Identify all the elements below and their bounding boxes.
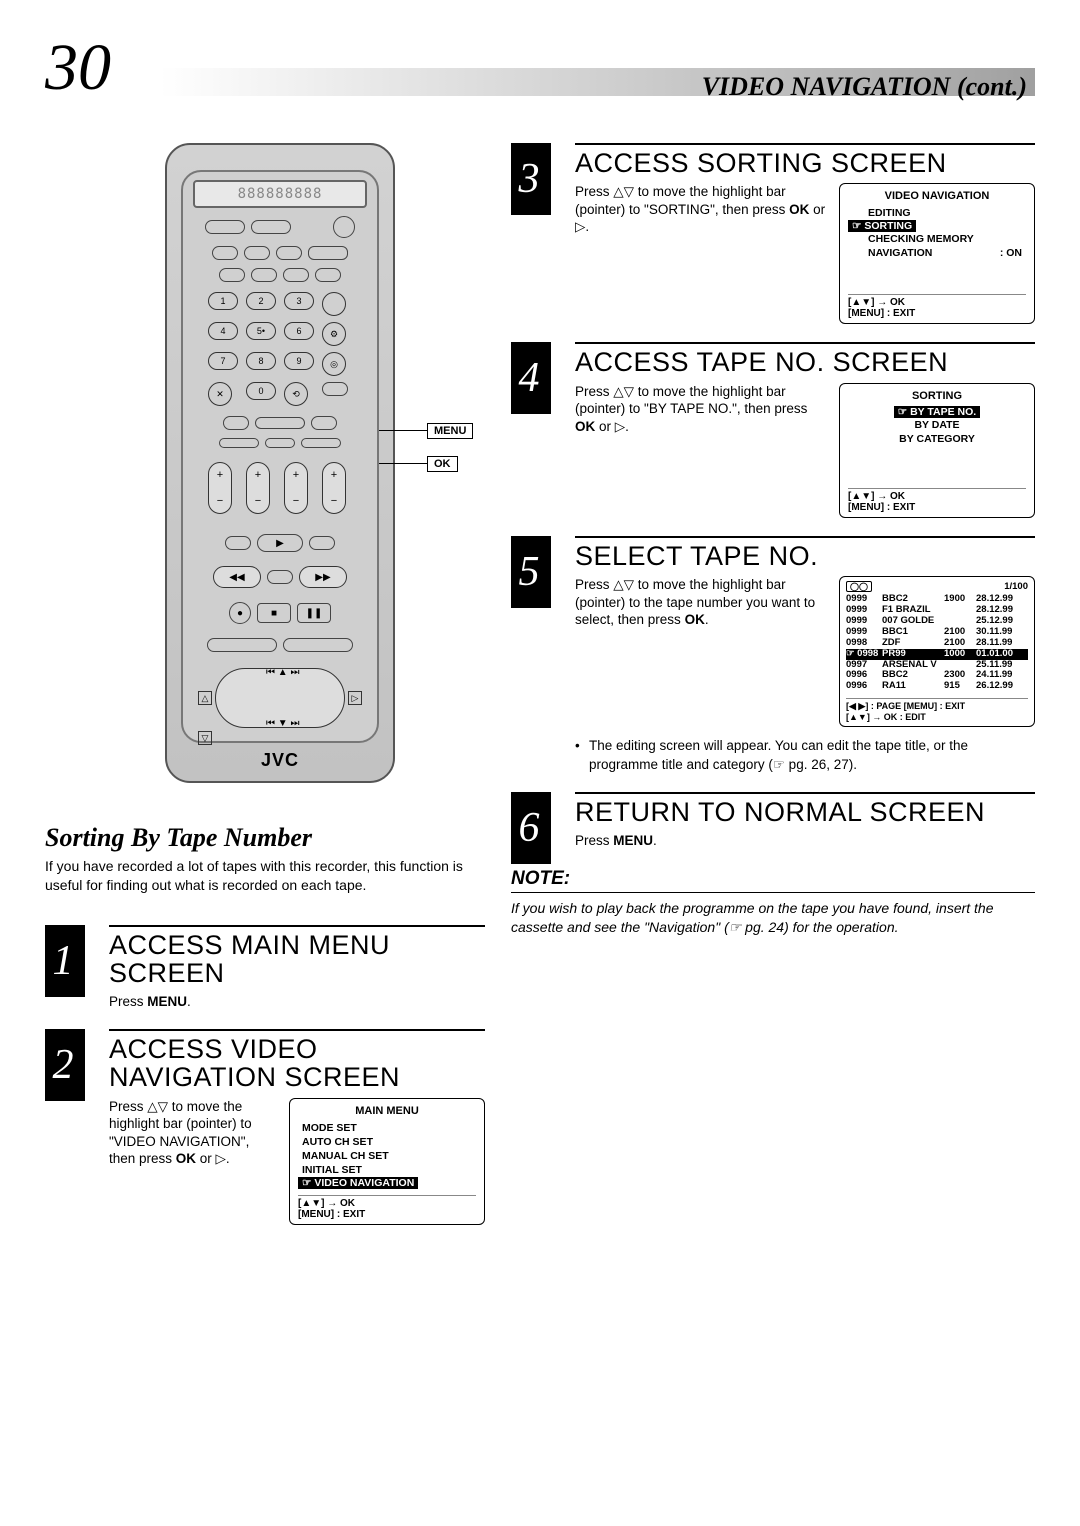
step-number: 6 <box>511 792 551 864</box>
step-4: 4 ACCESS TAPE NO. SCREEN Press △▽ to mov… <box>511 342 1035 517</box>
page-header: 30 VIDEO NAVIGATION (cont.) <box>45 40 1035 88</box>
step-body: Press △▽ to move the highlight bar (poin… <box>575 576 827 629</box>
step-body: Press △▽ to move the highlight bar (poin… <box>575 183 827 236</box>
step-title: ACCESS SORTING SCREEN <box>575 149 1035 177</box>
step-2: 2 ACCESS VIDEO NAVIGATION SCREEN Press △… <box>45 1029 485 1225</box>
step-number: 2 <box>45 1029 85 1101</box>
remote-lcd: 888888888 <box>193 180 367 208</box>
osd-main-menu: MAIN MENU MODE SET AUTO CH SET MANUAL CH… <box>289 1098 485 1225</box>
step-number: 4 <box>511 342 551 414</box>
step-title: ACCESS VIDEO NAVIGATION SCREEN <box>109 1035 485 1092</box>
step-6: 6 RETURN TO NORMAL SCREEN Press MENU. <box>511 792 1035 850</box>
section-intro: If you have recorded a lot of tapes with… <box>45 857 485 895</box>
osd-sorting: SORTING ☞ BY TAPE NO. BY DATE BY CATEGOR… <box>839 383 1035 518</box>
page-number: 30 <box>45 30 111 106</box>
callout-ok: OK <box>427 456 458 472</box>
osd-tape-list: ◯◯ 1/100 0999BBC2190028.12.990999F1 BRAZ… <box>839 576 1035 727</box>
note-body: If you wish to play back the programme o… <box>511 899 1035 937</box>
step-number: 5 <box>511 536 551 608</box>
osd-video-nav: VIDEO NAVIGATION EDITING ☞ SORTING CHECK… <box>839 183 1035 324</box>
step-title: ACCESS MAIN MENU SCREEN <box>109 931 485 988</box>
note-label: NOTE: <box>511 868 1035 890</box>
osd-title: VIDEO NAVIGATION <box>848 190 1026 202</box>
osd-title: MAIN MENU <box>298 1105 476 1117</box>
step-number: 1 <box>45 925 85 997</box>
step-title: SELECT TAPE NO. <box>575 542 1035 570</box>
remote-logo: JVC <box>167 750 393 771</box>
osd-title: SORTING <box>848 390 1026 402</box>
osd-highlight: ☞ VIDEO NAVIGATION <box>298 1177 418 1189</box>
osd-highlight: ☞ SORTING <box>848 220 916 232</box>
osd-highlight: ☞ BY TAPE NO. <box>894 406 980 418</box>
step-number: 3 <box>511 143 551 215</box>
step-body: Press MENU. <box>575 832 1035 850</box>
remote-illustration: MENU OK 888888888 123 45•6⚙ 789◎ ✕0⟲ <box>45 143 485 783</box>
step-title: RETURN TO NORMAL SCREEN <box>575 798 1035 826</box>
step-1: 1 ACCESS MAIN MENU SCREEN Press MENU. <box>45 925 485 1011</box>
step-body: Press △▽ to move the highlight bar (poin… <box>575 383 827 436</box>
step-body: Press MENU. <box>109 993 485 1011</box>
section-subheading: Sorting By Tape Number <box>45 823 485 853</box>
step-body: Press △▽ to move the highlight bar (poin… <box>109 1098 277 1168</box>
step-3: 3 ACCESS SORTING SCREEN Press △▽ to move… <box>511 143 1035 324</box>
step-title: ACCESS TAPE NO. SCREEN <box>575 348 1035 376</box>
header-title: VIDEO NAVIGATION (cont.) <box>702 72 1027 102</box>
step-5: 5 SELECT TAPE NO. Press △▽ to move the h… <box>511 536 1035 774</box>
callout-menu: MENU <box>427 423 473 439</box>
step-note: The editing screen will appear. You can … <box>575 737 1035 773</box>
